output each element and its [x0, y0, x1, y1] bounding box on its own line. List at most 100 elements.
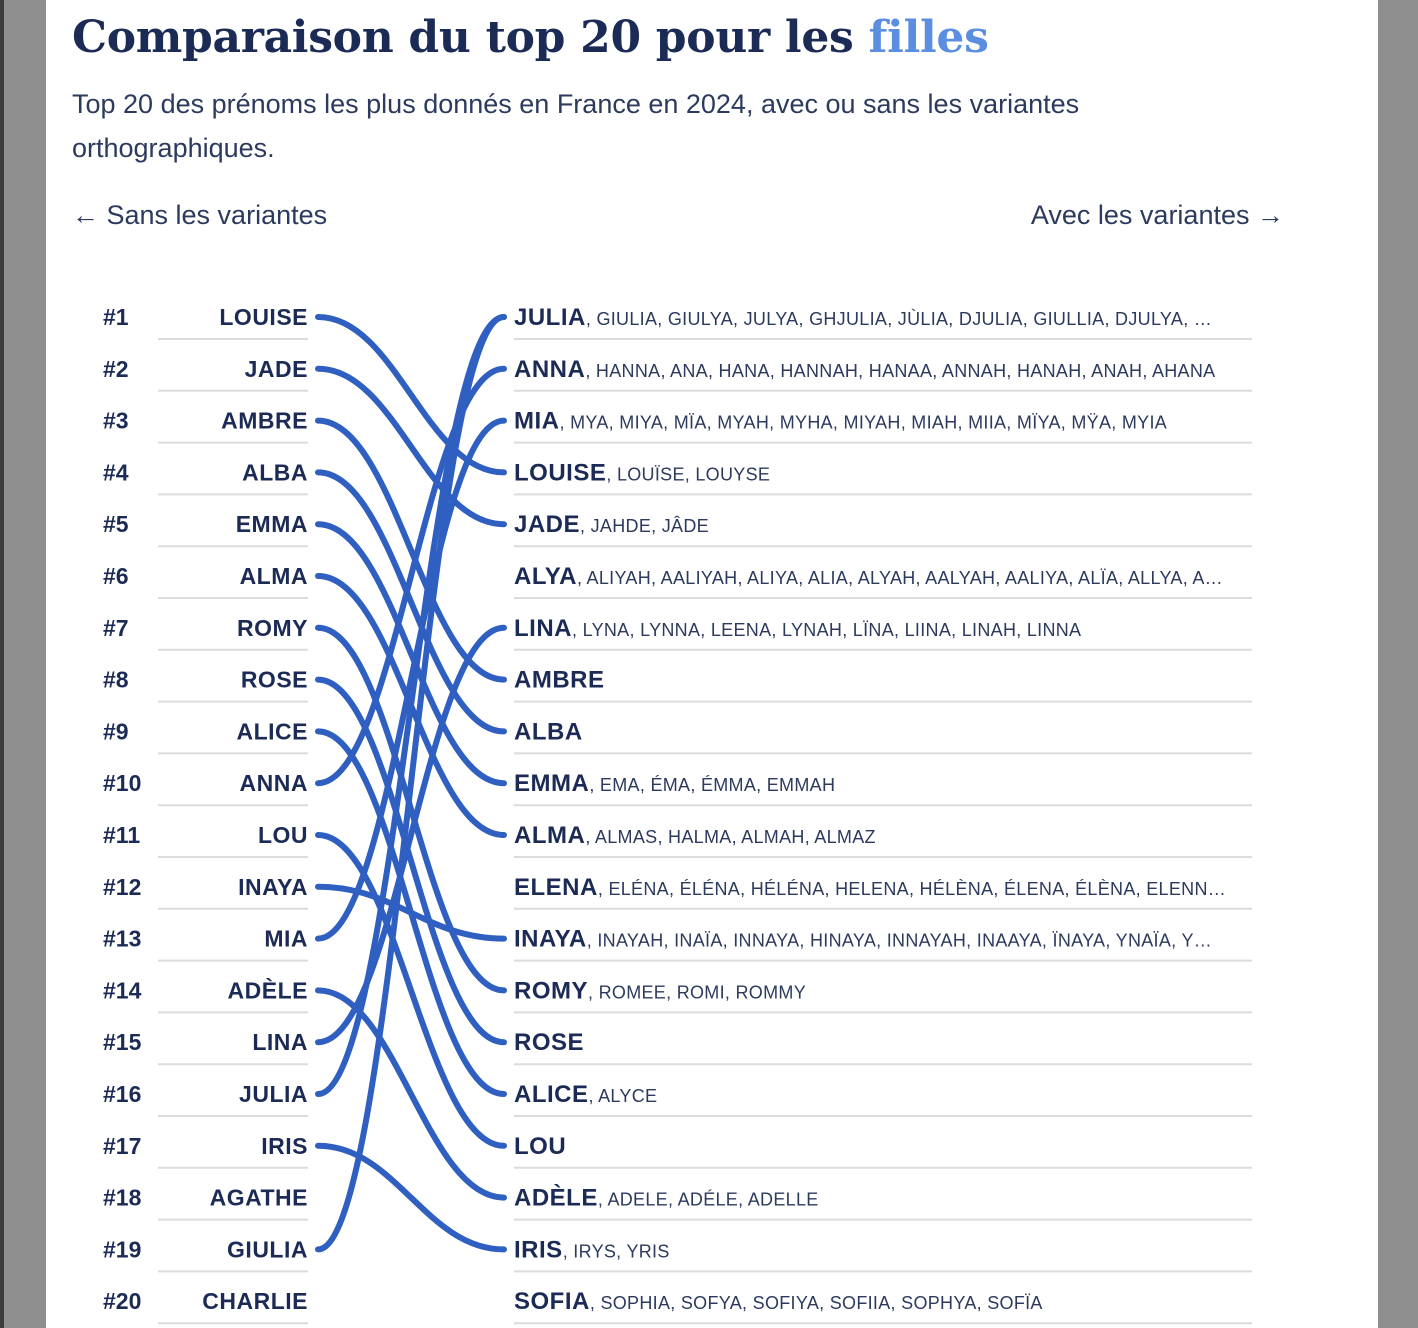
with-variants-label: Avec les variantes → [1030, 200, 1284, 230]
right-name-variants: , ALYCE [589, 1086, 658, 1106]
title-prefix: Comparaison du top 20 pour les [72, 12, 854, 63]
rank-label: #7 [103, 615, 129, 641]
left-name-label: GIULIA [227, 1236, 308, 1262]
rank-link [315, 1142, 507, 1253]
left-name-label: ALICE [237, 718, 309, 744]
rank-link [315, 314, 507, 1253]
right-name-label: ALBA [514, 718, 583, 745]
title-highlight: filles [868, 12, 989, 63]
right-name-variants: , ADELE, ADÉLE, ADELLE [598, 1190, 819, 1210]
right-name-variants: , ROMEE, ROMI, ROMMY [588, 982, 806, 1002]
right-name-main: IRIS [514, 1236, 563, 1263]
left-name-label: AGATHE [210, 1185, 308, 1211]
rank-link [315, 365, 507, 528]
rank-label: #14 [103, 977, 142, 1003]
rank-label: #8 [103, 667, 129, 693]
right-name-label: IRIS, IRYS, YRIS [514, 1236, 670, 1263]
right-name-main: ANNA [514, 356, 585, 383]
right-name-label: JULIA, GIULIA, GIULYA, JULYA, GHJULIA, J… [514, 304, 1212, 331]
right-name-main: ALYA [514, 563, 577, 590]
rank-label: #2 [103, 356, 129, 382]
right-name-main: MIA [514, 408, 560, 435]
right-name-variants: , ALIYAH, AALIYAH, ALIYA, ALIA, ALYAH, A… [577, 568, 1223, 588]
rank-link [315, 832, 507, 1149]
rank-label: #18 [103, 1185, 142, 1211]
rank-links [315, 314, 507, 1253]
left-name-label: ANNA [240, 770, 308, 796]
rank-label: #19 [103, 1236, 141, 1262]
right-name-label: SOFIA, SOPHIA, SOFYA, SOFIYA, SOFIIA, SO… [514, 1288, 1043, 1315]
rank-link [315, 521, 507, 787]
rank-link [315, 314, 507, 476]
right-name-label: EMMA, EMA, ÉMA, ÉMMA, EMMAH [514, 770, 835, 797]
right-name-variants: , SOPHIA, SOFYA, SOFIYA, SOFIIA, SOPHYA,… [590, 1293, 1043, 1313]
rank-label: #15 [103, 1029, 142, 1055]
right-name-variants: , ALMAS, HALMA, ALMAH, ALMAZ [585, 827, 876, 847]
right-name-label: LOU [514, 1133, 566, 1160]
left-name-label: ROMY [237, 615, 308, 641]
left-name-label: ALBA [242, 459, 308, 485]
left-name-label: CHARLIE [202, 1288, 308, 1314]
right-name-main: ALICE [514, 1081, 589, 1108]
right-name-main: LOUISE [514, 459, 606, 486]
right-name-label: ALMA, ALMAS, HALMA, ALMAH, ALMAZ [514, 822, 876, 849]
right-name-main: LINA [514, 615, 572, 642]
rank-label: #12 [103, 874, 141, 900]
rank-label: #3 [103, 408, 129, 434]
rank-label: #13 [103, 926, 141, 952]
left-name-label: JULIA [239, 1081, 308, 1107]
left-name-label: MIA [264, 926, 308, 952]
right-name-variants: , HANNA, ANA, HANA, HANNAH, HANAA, ANNAH… [585, 361, 1215, 381]
left-name-label: INAYA [238, 874, 308, 900]
rank-label: #5 [103, 511, 129, 537]
right-name-label: ROMY, ROMEE, ROMI, ROMMY [514, 977, 806, 1004]
right-name-main: INAYA [514, 926, 587, 953]
right-name-main: AMBRE [514, 667, 605, 694]
right-name-label: LINA, LYNA, LYNNA, LEENA, LYNAH, LÏNA, L… [514, 615, 1081, 642]
bump-chart: #1 LOUISE #2 JADE #3 AMBRE #4 ALBA #5 EMMA #6 ALMA #… [103, 304, 1252, 1325]
right-name-main: SOFIA [514, 1288, 590, 1315]
right-name-main: ALBA [514, 718, 583, 745]
left-name-label: LOUISE [219, 304, 308, 330]
right-name-main: ROMY [514, 977, 588, 1004]
right-name-main: JADE [514, 511, 580, 538]
right-name-variants: , IRYS, YRIS [563, 1241, 670, 1261]
rank-label: #9 [103, 718, 129, 744]
right-name-variants: , LYNA, LYNNA, LEENA, LYNAH, LÏNA, LIINA… [572, 620, 1081, 640]
right-name-variants: , ELÉNA, ÉLÉNA, HÉLÉNA, HELENA, HÉLÈNA, … [598, 879, 1226, 899]
left-name-label: AMBRE [221, 408, 308, 434]
left-name-label: LINA [252, 1029, 308, 1055]
right-name-variants: , LOUÏSE, LOUYSE [606, 464, 770, 484]
without-variants-label: ← Sans les variantes [72, 200, 328, 230]
rank-label: #6 [103, 563, 129, 589]
right-name-main: ADÈLE [514, 1184, 598, 1212]
page-subtitle: Top 20 des prénoms les plus donnés en Fr… [72, 89, 1080, 163]
rank-link [315, 365, 507, 787]
left-name-label: ADÈLE [228, 976, 308, 1003]
rank-link [315, 417, 507, 683]
right-name-label: LOUISE, LOUÏSE, LOUYSE [514, 459, 770, 486]
right-name-label: ANNA, HANNA, ANA, HANA, HANNAH, HANAA, A… [514, 356, 1215, 383]
left-name-label: EMMA [236, 511, 308, 537]
rank-label: #4 [103, 459, 129, 485]
right-name-label: ALICE, ALYCE [514, 1081, 657, 1108]
rank-link [315, 469, 507, 735]
window-edge [0, 0, 4, 1328]
right-name-variants: , MYA, MIYA, MÏA, MYAH, MYHA, MIYAH, MIA… [560, 413, 1168, 433]
rank-label: #17 [103, 1133, 141, 1159]
right-name-main: ROSE [514, 1029, 584, 1056]
row-labels: #1 LOUISE #2 JADE #3 AMBRE #4 ALBA #5 EMMA #6 ALMA #… [103, 304, 1226, 1315]
right-name-main: EMMA [514, 770, 589, 797]
left-name-label: ALMA [240, 563, 308, 589]
rank-link [315, 624, 507, 1046]
rank-link [315, 417, 507, 942]
rank-link [315, 676, 507, 1046]
left-name-label: LOU [258, 822, 308, 848]
right-name-main: ELENA [514, 874, 598, 901]
right-name-label: JADE, JAHDE, JÂDE [514, 511, 709, 538]
right-name-main: JULIA [514, 304, 586, 331]
right-name-variants: , INAYAH, INAÏA, INNAYA, HINAYA, INNAYAH… [587, 931, 1212, 951]
chart-card: Comparaison du top 20 pour les filles To… [46, 0, 1378, 1328]
left-name-label: ROSE [241, 667, 308, 693]
rank-label: #11 [103, 822, 140, 848]
